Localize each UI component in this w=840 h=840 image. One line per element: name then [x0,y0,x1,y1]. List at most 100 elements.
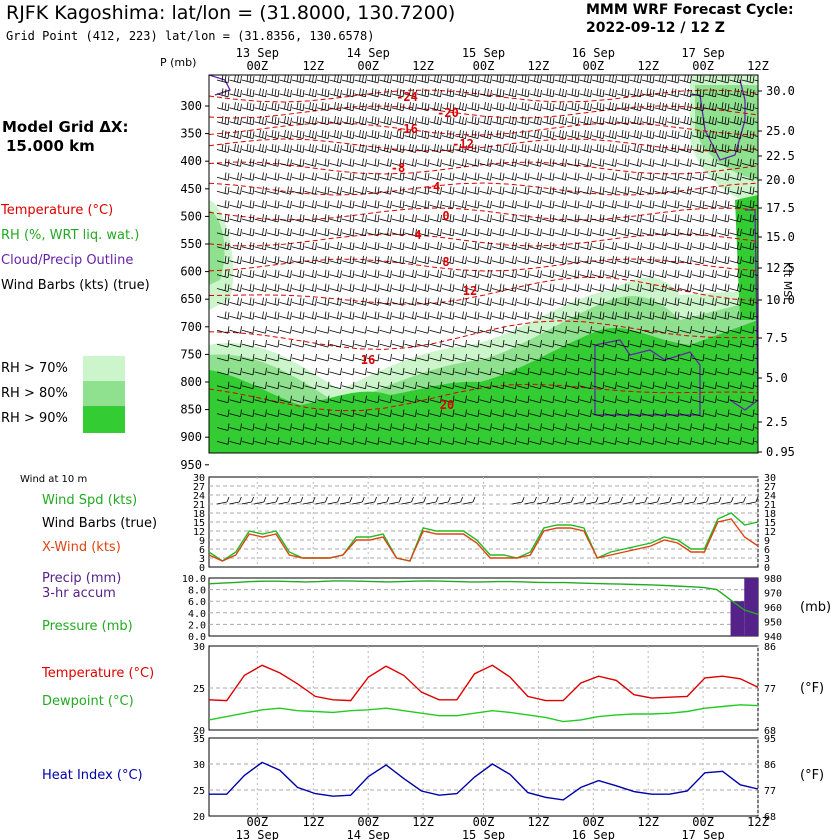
wind-barb-flag [546,143,549,151]
wind-barb-shaft [579,149,591,153]
wind-barb-flag [524,130,527,138]
wind-barb-shaft [679,357,691,362]
wind-barb [391,200,405,209]
wind-barb-shaft [266,385,279,390]
wind-barb [641,200,655,209]
wind-barb-flag [521,75,524,82]
wind-barb-shaft [629,371,641,376]
wind-barb-shaft [604,288,616,292]
wind-barb [329,158,342,167]
wind-barb [741,326,755,334]
wind-barb-shaft [241,218,254,223]
wind-barb-shaft [341,218,354,223]
wind-barb-flag [377,173,380,181]
wind-barb [466,367,480,376]
wind-barb-flag [340,284,342,292]
wind-barb-flag [709,88,711,96]
wind-barb-flag [421,143,424,151]
wind-barb-flag [449,255,452,263]
wind-barb [641,241,655,251]
wind-barb-flag [727,340,730,348]
wind-barb-flag [602,201,605,209]
wind-barb-flag [724,116,727,124]
wind-barb [454,158,467,167]
wind-barb-shaft [479,204,491,209]
wind-barb-flag [549,241,552,250]
wind-barb-flag [434,143,436,151]
wind-barb [216,353,230,362]
wind-barb-flag [224,269,227,277]
wind-barb-flag [437,75,439,83]
wind-barb [479,340,492,348]
wind-barb-flag [612,269,614,277]
wind-barb [754,107,758,110]
wind-barb-shaft [341,149,354,153]
wind-barb-shaft [441,274,454,278]
wind-barb-flag [496,75,499,82]
wind-barb [429,158,442,167]
wind-barb-flag [565,145,567,153]
wind-barb [604,158,617,167]
wind-barb-flag [402,187,405,195]
wind-barb-flag [612,89,614,97]
wind-barb-shaft [604,163,616,167]
wind-barb-shaft [754,204,758,207]
wind-barb-flag [340,340,342,348]
wind-barb-flag [677,187,680,195]
wind-barb [329,200,342,209]
wind-barb-shaft [429,79,441,84]
wind-barb [341,116,355,126]
wind-barb [629,75,642,84]
wind-barb-flag [362,297,364,305]
wind-barb-flag [337,311,339,319]
wind-barb-shaft [441,260,454,265]
wind-barb-flag [437,172,439,180]
wind-barb-flag [252,353,255,362]
wind-barb-flag [652,228,655,236]
wind-barb-shaft [704,357,716,362]
wind-barb-flag [365,103,367,111]
wind-barb [541,158,555,167]
temperature-contour-label: 8 [442,255,449,269]
wind-barb-flag [699,269,702,277]
wind-barb-flag [462,102,464,111]
wind-barb [591,255,605,265]
wind-barb-flag [624,200,627,208]
wind-barb-flag [327,214,330,223]
wind-barb-shaft [554,204,566,209]
wind-barb-flag [452,89,455,97]
wind-barb-flag [446,75,449,82]
wind-barb [429,340,442,348]
wind-barb [666,255,680,265]
wind-barb-shaft [579,232,591,237]
wind-barb-flag [452,159,455,167]
wind-barb-flag [327,131,330,139]
wind-barb [266,186,280,195]
wind-barb-flag [562,200,564,208]
wind-barb [379,116,392,126]
wind-barb [379,88,392,98]
wind-barb-flag [396,143,399,151]
wind-barb-flag [549,75,552,83]
wind-barb [604,297,617,306]
wind-barb-flag [674,158,677,166]
wind-barb-shaft [266,329,279,334]
wind-barb [529,297,542,306]
wind-barb [754,190,758,193]
wind-barb-flag [537,158,539,166]
wind-barb [541,326,555,334]
precip-tick: 6.0 [188,597,206,608]
wind-barb-shaft [679,176,691,181]
wind-barb [354,186,367,195]
wind-barb [479,326,492,334]
wind-barb-shaft [304,204,316,209]
wind-barb-flag [246,102,249,110]
wind-barb [354,158,367,167]
wind-barb-shaft [291,288,304,292]
wind-barb-shaft [254,357,266,362]
wind-barb-shaft [541,190,554,195]
wind-barb [529,269,542,278]
wind-barb [504,158,517,167]
wind-barb [329,228,342,237]
wind-barb [679,241,692,251]
